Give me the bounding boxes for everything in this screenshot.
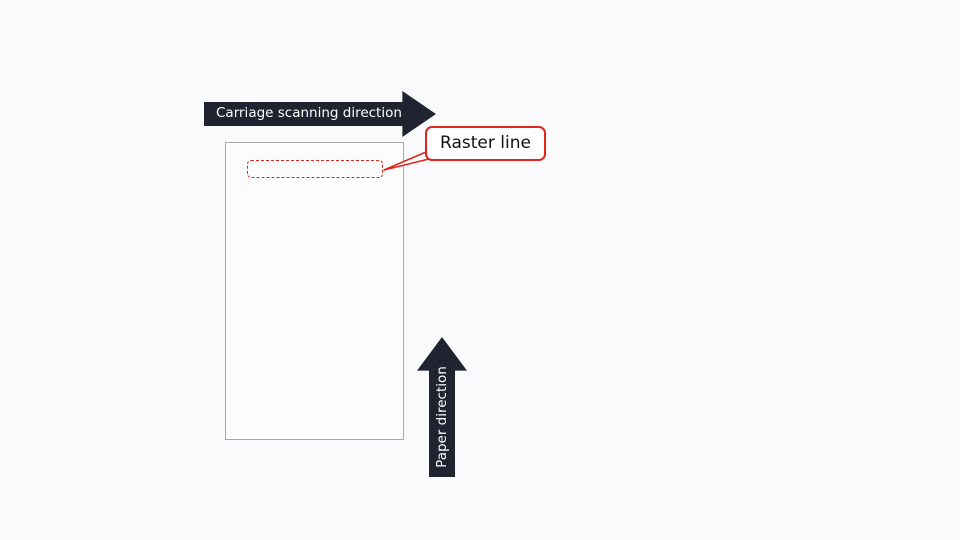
raster-line-highlight — [247, 160, 383, 178]
paper-direction-label: Paper direction — [434, 366, 450, 468]
carriage-direction-label: Carriage scanning direction — [216, 105, 402, 121]
raster-line-label: Raster line — [440, 133, 531, 153]
paper-sheet — [225, 142, 404, 440]
raster-line-callout: Raster line — [425, 126, 546, 161]
